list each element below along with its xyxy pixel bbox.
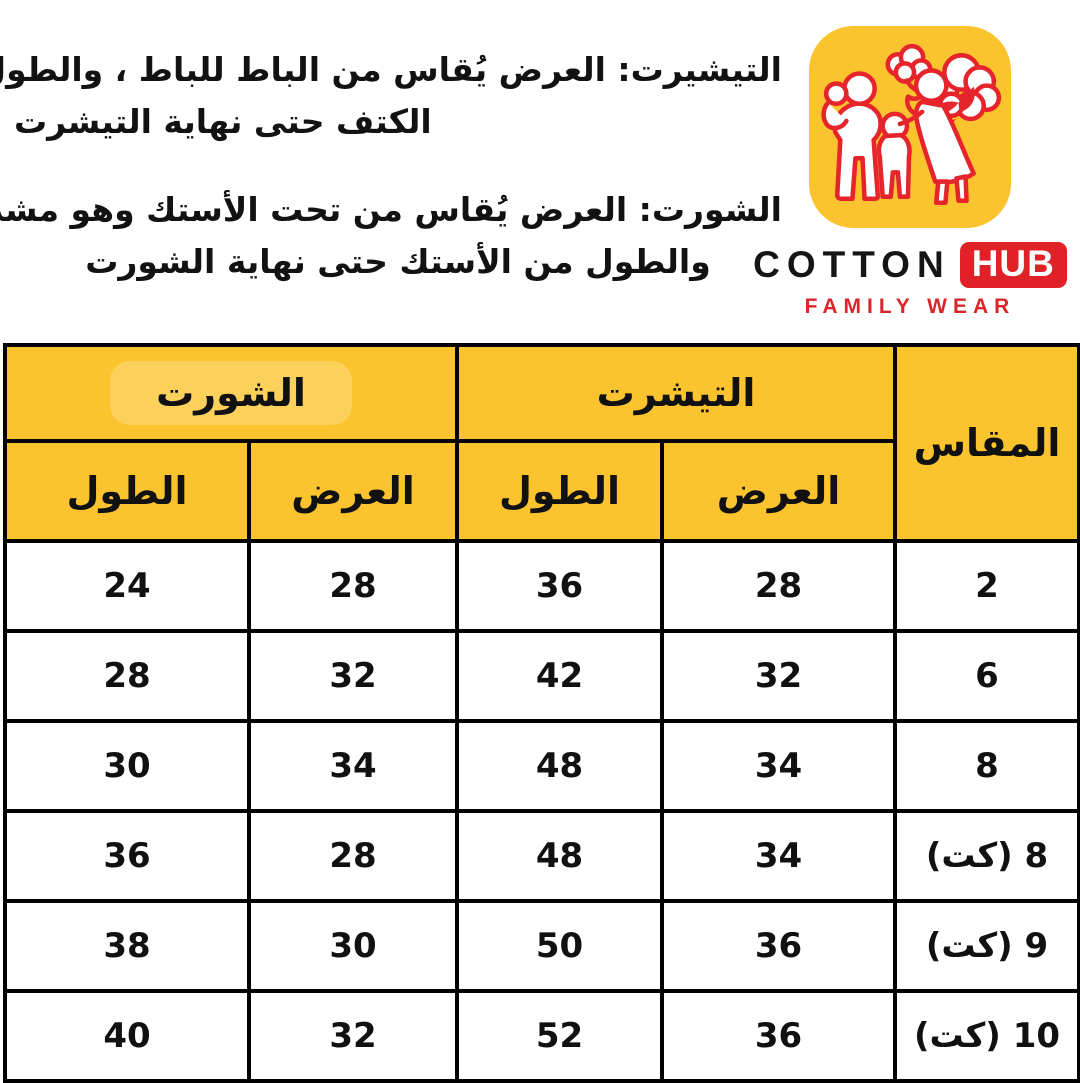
shorts-length-cell: 30 xyxy=(2,719,252,813)
brand-logo: COTTON HUB FAMILY WEAR xyxy=(753,26,1067,319)
table-row: 10 (كت) 36 52 32 40 xyxy=(2,989,1080,1083)
tshirt-length-cell: 42 xyxy=(455,629,665,723)
size-cell: 8 xyxy=(893,719,1080,813)
size-chart-table: المقاس التيشرت الشورت العرض الطول العرض … xyxy=(2,343,1080,1083)
tshirt-width-cell: 28 xyxy=(660,539,898,633)
size-cell: 6 xyxy=(893,629,1080,723)
tshirt-width-cell: 34 xyxy=(660,719,898,813)
shorts-note: الشورت: العرض يُقاس من تحت الأستك وهو مش… xyxy=(0,184,782,288)
tshirt-width-cell: 36 xyxy=(660,899,898,993)
shorts-width-cell: 28 xyxy=(247,539,460,633)
tshirt-note-line2: الكتف حتى نهاية التيشرت xyxy=(14,102,432,141)
group-header-shorts-label: الشورت xyxy=(110,361,352,425)
table-row: 6 32 42 32 28 xyxy=(2,629,1080,723)
tshirt-length-cell: 48 xyxy=(455,809,665,903)
size-cell: 10 (كت) xyxy=(893,989,1080,1083)
shorts-width-cell: 34 xyxy=(247,719,460,813)
shorts-width-cell: 28 xyxy=(247,809,460,903)
tshirt-note-line1: التيشيرت: العرض يُقاس من الباط للباط ، و… xyxy=(0,50,782,89)
subheader-tshirt-width: العرض xyxy=(660,439,898,543)
tshirt-note: التيشيرت: العرض يُقاس من الباط للباط ، و… xyxy=(0,44,782,148)
tshirt-width-cell: 34 xyxy=(660,809,898,903)
shorts-length-cell: 36 xyxy=(2,809,252,903)
brand-name: COTTON xyxy=(753,244,951,285)
table-row: 8 34 48 34 30 xyxy=(2,719,1080,813)
brand-wordmark: COTTON HUB xyxy=(753,242,1067,288)
subheader-shorts-width: العرض xyxy=(247,439,460,543)
shorts-width-cell: 30 xyxy=(247,899,460,993)
shorts-length-cell: 28 xyxy=(2,629,252,723)
group-header-shorts: الشورت xyxy=(2,343,460,443)
size-cell: 2 xyxy=(893,539,1080,633)
size-cell: 9 (كت) xyxy=(893,899,1080,993)
tshirt-width-cell: 36 xyxy=(660,989,898,1083)
shorts-length-cell: 40 xyxy=(2,989,252,1083)
measurement-notes: التيشيرت: العرض يُقاس من الباط للباط ، و… xyxy=(0,44,782,288)
table-row: 9 (كت) 36 50 30 38 xyxy=(2,899,1080,993)
tshirt-length-cell: 48 xyxy=(455,719,665,813)
shorts-note-line1: الشورت: العرض يُقاس من تحت الأستك وهو مش… xyxy=(0,190,782,229)
size-column-header: المقاس xyxy=(893,343,1080,543)
table-row: 2 28 36 28 24 xyxy=(2,539,1080,633)
brand-badge: HUB xyxy=(959,242,1067,288)
table-row: 8 (كت) 34 48 28 36 xyxy=(2,809,1080,903)
shorts-note-line2: والطول من الأستك حتى نهاية الشورت xyxy=(85,242,711,281)
subheader-shorts-length: الطول xyxy=(2,439,252,543)
size-cell: 8 (كت) xyxy=(893,809,1080,903)
shorts-length-cell: 38 xyxy=(2,899,252,993)
tshirt-length-cell: 36 xyxy=(455,539,665,633)
group-header-tshirt: التيشرت xyxy=(455,343,898,443)
shorts-length-cell: 24 xyxy=(2,539,252,633)
tshirt-length-cell: 50 xyxy=(455,899,665,993)
shorts-width-cell: 32 xyxy=(247,989,460,1083)
tshirt-width-cell: 32 xyxy=(660,629,898,723)
shorts-width-cell: 32 xyxy=(247,629,460,723)
subheader-tshirt-length: الطول xyxy=(455,439,665,543)
brand-tagline: FAMILY WEAR xyxy=(804,295,1016,318)
tshirt-length-cell: 52 xyxy=(455,989,665,1083)
family-cotton-icon xyxy=(809,26,1011,228)
